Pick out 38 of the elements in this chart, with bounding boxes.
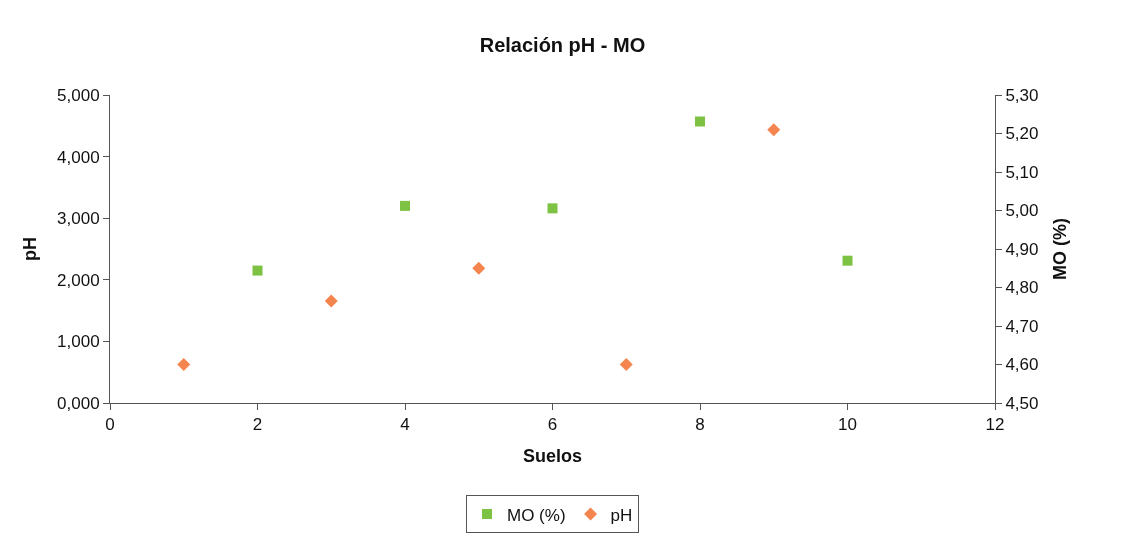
x-tick-label: 8 bbox=[695, 415, 705, 435]
y2-tick-label: 5,00 bbox=[1005, 201, 1039, 221]
point bbox=[767, 123, 781, 137]
x-tick-label: 0 bbox=[105, 415, 115, 435]
x-tick-label: 4 bbox=[400, 415, 410, 435]
y-tick-label: 1,000 bbox=[57, 332, 100, 352]
x-tick-label: 6 bbox=[547, 415, 558, 435]
y2-tick-label: 4,90 bbox=[1005, 239, 1039, 259]
y-tick-label: 3,000 bbox=[57, 209, 100, 229]
y2-tick-label: 4,60 bbox=[1005, 355, 1039, 375]
y2-tick-label: 4,80 bbox=[1005, 278, 1039, 298]
y2-tick-label: 4,50 bbox=[1005, 393, 1039, 413]
x-tick-label: 2 bbox=[252, 415, 263, 435]
y2-tick-label: 4,70 bbox=[1005, 316, 1039, 336]
point bbox=[472, 261, 486, 275]
y2-axis-title: MO (%) bbox=[1049, 218, 1070, 280]
point bbox=[400, 200, 410, 211]
y-tick-label: 2,000 bbox=[57, 270, 100, 290]
y-tick-label: 4,000 bbox=[57, 147, 100, 167]
x-tick-label: 12 bbox=[985, 415, 1005, 435]
point bbox=[324, 294, 338, 308]
x-tick-label: 10 bbox=[838, 415, 857, 435]
x-axis-title: Suelos bbox=[522, 445, 583, 466]
point bbox=[547, 203, 558, 214]
y2-tick-label: 5,20 bbox=[1005, 124, 1039, 144]
legend-label: pH bbox=[610, 505, 633, 525]
point bbox=[252, 265, 263, 276]
y-tick-label: 5,000 bbox=[57, 85, 100, 105]
y2-tick-label: 5,30 bbox=[1005, 85, 1039, 105]
point bbox=[619, 358, 633, 371]
y2-tick-label: 5,10 bbox=[1005, 162, 1039, 182]
legend-label: MO (%) bbox=[507, 505, 566, 525]
point bbox=[695, 116, 705, 127]
y-tick-label: 0,000 bbox=[57, 393, 100, 413]
point bbox=[177, 358, 191, 371]
point bbox=[842, 255, 853, 266]
y-axis-title: pH bbox=[20, 237, 41, 261]
chart-title: Relación pH - MO bbox=[479, 34, 646, 57]
